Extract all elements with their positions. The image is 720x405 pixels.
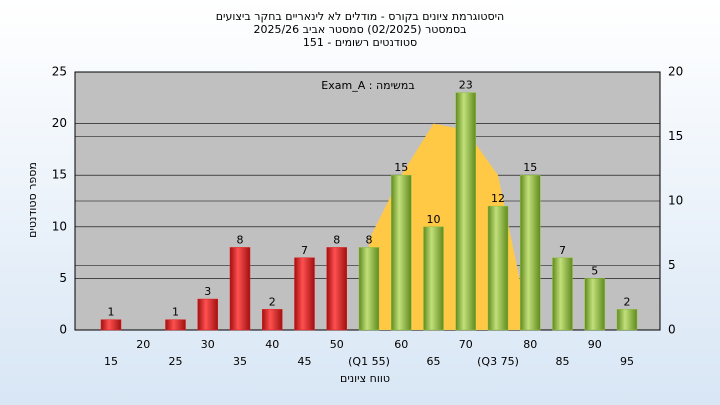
y2-tick-label: 0 [668, 323, 676, 337]
bar [423, 226, 444, 331]
bar [584, 278, 605, 331]
bar [326, 247, 347, 331]
bar [262, 309, 283, 331]
bar [391, 174, 412, 331]
y-tick-label: 5 [59, 271, 67, 285]
data-label: 7 [301, 244, 308, 257]
bar [358, 247, 380, 331]
data-label: 2 [269, 295, 276, 308]
data-label: 2 [624, 295, 631, 308]
y-tick-label: 0 [59, 323, 67, 337]
x-tick-label: 85 [556, 355, 570, 368]
data-label: 5 [591, 264, 598, 277]
data-label: 8 [333, 233, 340, 246]
x-tick-label: 35 [233, 355, 247, 368]
annotation: Exam_A : במשימה [321, 79, 414, 92]
y2-tick-label: 5 [668, 258, 676, 272]
data-label: 8 [237, 233, 244, 246]
y-axis-label: מספר סטודנטים [26, 162, 39, 238]
x-tick-label: 80 [523, 338, 537, 351]
y-tick-label: 15 [52, 168, 67, 182]
bar [165, 319, 186, 331]
y2-tick-label: 20 [668, 65, 683, 79]
chart-title: היסטוגרמת ציונים בקורס - מודלים לא לינאר… [216, 10, 505, 23]
chart-subtitle: סטודנטים רשומים - 151 [303, 36, 417, 49]
y-tick-label: 20 [52, 116, 67, 130]
x-tick-label: 40 [265, 338, 279, 351]
x-axis-label: טווח ציונים [340, 372, 390, 385]
x-tick-label: 65 [427, 355, 441, 368]
data-label: 10 [427, 213, 441, 226]
bar [100, 319, 122, 331]
data-label: 3 [204, 285, 211, 298]
y-tick-label: 10 [52, 219, 67, 233]
data-label: 12 [491, 192, 505, 205]
x-tick-label: 70 [459, 338, 473, 351]
x-tick-label: 95 [620, 355, 634, 368]
x-tick-label: 25 [169, 355, 183, 368]
x-tick-label: 30 [201, 338, 215, 351]
data-label: 15 [394, 161, 408, 174]
bar [616, 309, 638, 331]
x-tick-label: 15 [104, 355, 118, 368]
y2-tick-label: 10 [668, 194, 683, 208]
x-tick-label: (Q1 55) [348, 355, 390, 368]
x-tick-label: 50 [330, 338, 344, 351]
data-label: 8 [366, 233, 373, 246]
data-label: 15 [523, 161, 537, 174]
data-label: 1 [108, 306, 115, 319]
bar [520, 174, 541, 331]
chart-subtitle: בסמסטר (02/2025) סמסטר אביב 2025/26 [253, 23, 466, 36]
bar [455, 92, 476, 331]
x-tick-label: 20 [136, 338, 150, 351]
data-label: 7 [559, 244, 566, 257]
bar [229, 247, 251, 331]
x-tick-label: 90 [588, 338, 602, 351]
data-label: 23 [459, 79, 473, 92]
x-tick-label: (Q3 75) [477, 355, 519, 368]
y-tick-label: 25 [52, 65, 67, 79]
bar [487, 205, 509, 331]
bar [197, 298, 218, 331]
bar [552, 257, 573, 331]
x-tick-label: 45 [298, 355, 312, 368]
data-label: 1 [172, 306, 179, 319]
y2-tick-label: 15 [668, 129, 683, 143]
bar [294, 257, 315, 331]
x-tick-label: 60 [394, 338, 408, 351]
